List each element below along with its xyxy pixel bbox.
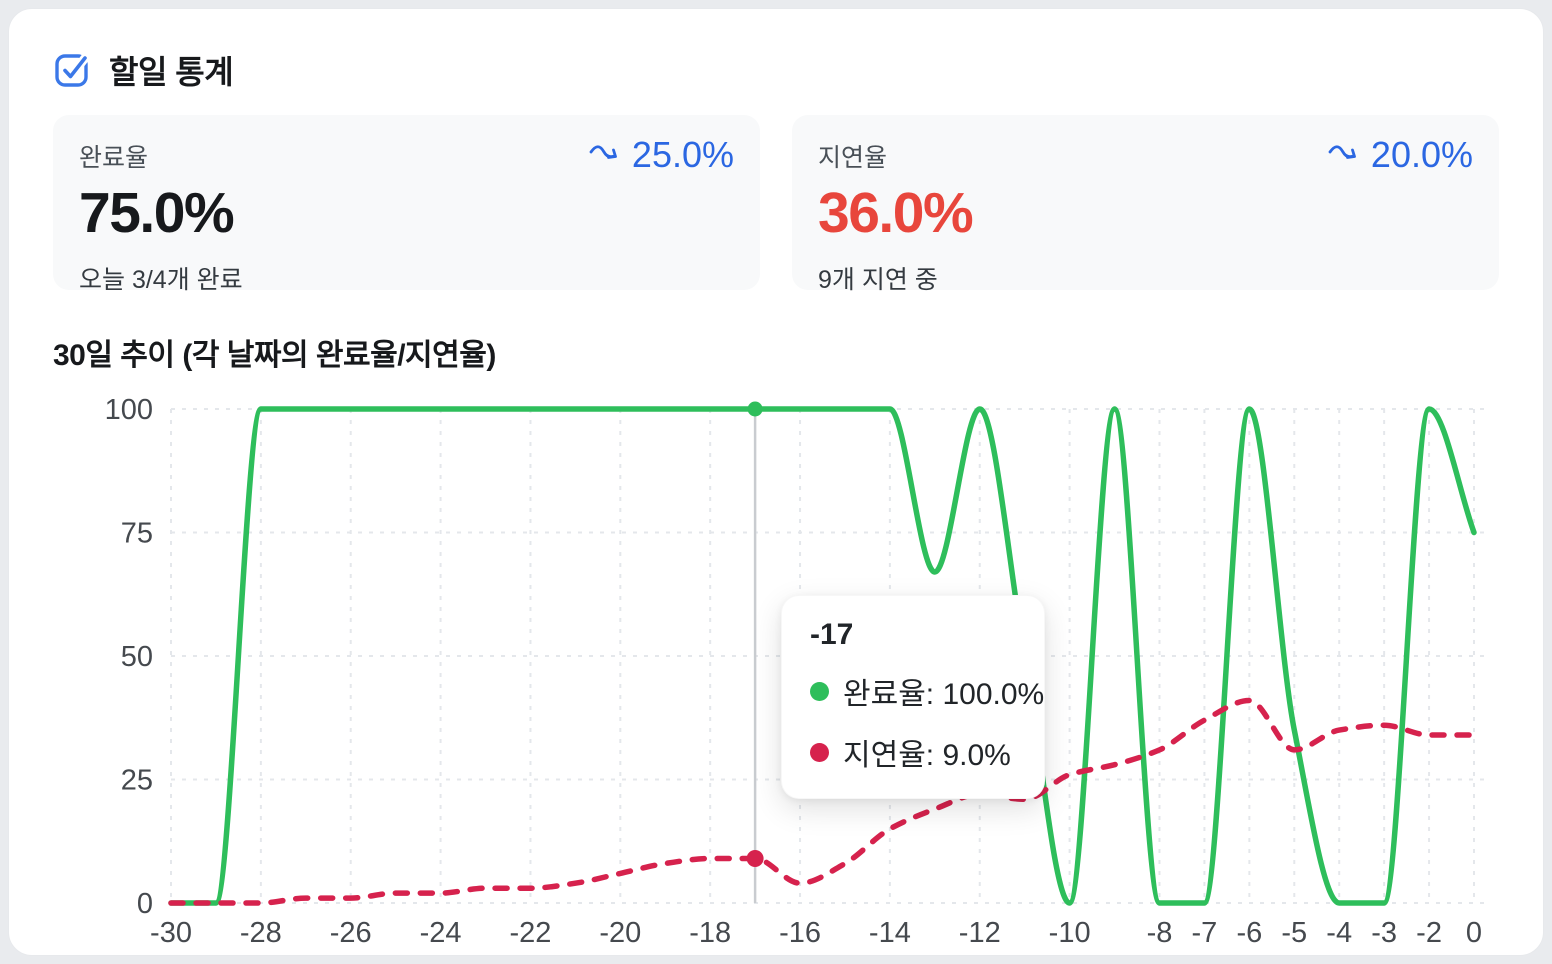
trend-down-icon (587, 140, 623, 170)
completion-label: 완료율 (79, 144, 149, 172)
todo-stats-panel: 할일 통계 완료율 25.0% 75.0% 오늘 3/4개 완료 (8, 8, 1544, 956)
svg-text:-10: -10 (1049, 917, 1091, 949)
svg-text:100: 100 (105, 394, 153, 426)
delay-value: 36.0% (818, 181, 974, 245)
checkbox-checked-icon (53, 51, 91, 89)
page-title: 할일 통계 (109, 54, 234, 90)
svg-text:-6: -6 (1236, 917, 1262, 949)
delay-label: 지연율 (818, 144, 888, 172)
completion-value: 75.0% (79, 181, 235, 245)
legend-dot-completion-icon (810, 681, 829, 701)
svg-text:-28: -28 (240, 917, 282, 949)
delay-trend: 20.0% (1326, 134, 1473, 176)
stat-card-delay: 지연율 20.0% 36.0% 9개 지연 중 (792, 115, 1499, 294)
svg-text:-14: -14 (869, 917, 911, 949)
panel-header: 할일 통계 (53, 47, 1499, 93)
svg-text:-2: -2 (1416, 917, 1442, 949)
tooltip-row-delay: 지연율: 9.0% (810, 730, 1016, 774)
svg-text:-4: -4 (1326, 917, 1352, 949)
svg-text:-26: -26 (330, 917, 372, 949)
tooltip-title: -17 (810, 618, 854, 651)
svg-text:-16: -16 (779, 917, 821, 949)
trend-down-icon (1326, 140, 1362, 170)
stat-cards-row: 완료율 25.0% 75.0% 오늘 3/4개 완료 지연율 (53, 115, 1499, 294)
svg-text:0: 0 (137, 888, 153, 920)
svg-text:-24: -24 (420, 917, 462, 949)
svg-text:50: 50 (121, 641, 153, 673)
svg-text:-18: -18 (689, 917, 731, 949)
svg-text:-12: -12 (959, 917, 1001, 949)
svg-text:-20: -20 (599, 917, 641, 949)
svg-text:-3: -3 (1371, 917, 1397, 949)
svg-text:0: 0 (1466, 917, 1482, 949)
delay-trend-value: 20.0% (1370, 134, 1473, 175)
tooltip-delay-text: 지연율: 9.0% (843, 739, 1011, 772)
svg-text:-8: -8 (1147, 917, 1173, 949)
svg-text:-5: -5 (1281, 917, 1307, 949)
legend-dot-delay-icon (810, 742, 829, 762)
chart-tooltip: -17 완료율: 100.0% 지연율: 9.0% (781, 595, 1045, 799)
trend-chart: 0 25 50 75 100 -30 -28 -26 -24 -22 -20 -18 -16 -14 -12… (9, 386, 1543, 956)
tooltip-row-completion: 완료율: 100.0% (810, 669, 1044, 713)
svg-text:-30: -30 (150, 917, 192, 949)
chart-title: 30일 추이 (각 날짜의 완료율/지연율) (53, 339, 496, 372)
completion-subtext: 오늘 3/4개 완료 (79, 266, 243, 294)
completion-trend-value: 25.0% (631, 134, 734, 175)
delay-subtext: 9개 지연 중 (818, 266, 938, 294)
svg-text:-22: -22 (509, 917, 551, 949)
tooltip-completion-text: 완료율: 100.0% (843, 678, 1045, 711)
svg-text:75: 75 (121, 518, 153, 550)
svg-text:-7: -7 (1192, 917, 1218, 949)
completion-trend: 25.0% (587, 134, 734, 176)
stat-card-completion: 완료율 25.0% 75.0% 오늘 3/4개 완료 (53, 115, 760, 294)
svg-text:25: 25 (121, 765, 153, 797)
